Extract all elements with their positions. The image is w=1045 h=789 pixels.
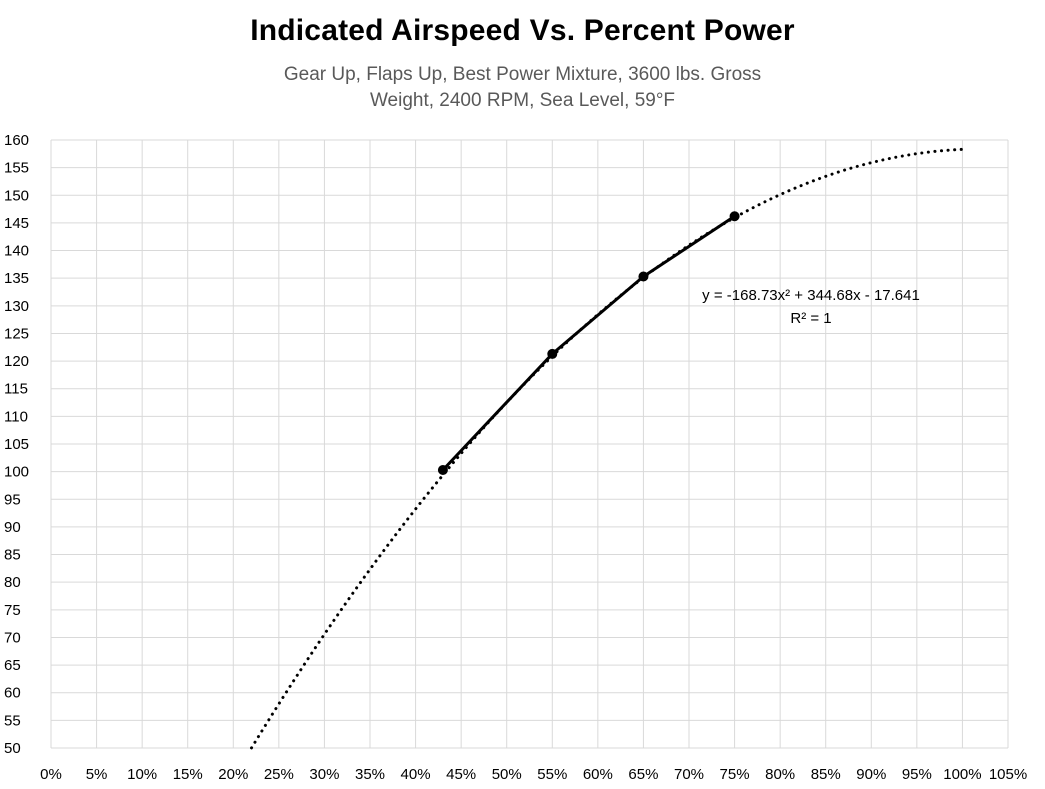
x-tick-label: 35%	[355, 766, 385, 783]
chart-subtitle-line-1: Gear Up, Flaps Up, Best Power Mixture, 3…	[283, 64, 762, 85]
y-tick-label: 85	[4, 547, 21, 564]
x-tick-label: 30%	[309, 766, 339, 783]
y-tick-label: 125	[4, 325, 29, 342]
y-tick-label: 115	[4, 381, 28, 398]
x-tick-label: 75%	[720, 766, 750, 783]
y-tick-label: 160	[4, 132, 29, 149]
y-tick-label: 80	[4, 574, 21, 591]
y-tick-label: 90	[4, 519, 21, 536]
y-tick-label: 145	[4, 215, 29, 232]
x-tick-label: 10%	[127, 766, 157, 783]
x-tick-label: 105%	[989, 766, 1027, 783]
x-tick-label: 45%	[446, 766, 476, 783]
series-layer	[437, 211, 740, 475]
y-tick-label: 50	[4, 740, 21, 757]
x-tick-label: 25%	[264, 766, 294, 783]
x-tick-label: 5%	[86, 766, 108, 783]
x-tick-label: 55%	[537, 766, 567, 783]
y-tick-label: 120	[4, 353, 29, 370]
y-tick-label: 135	[4, 270, 29, 287]
x-tick-label: 95%	[902, 766, 932, 783]
y-tick-label: 55	[4, 712, 21, 729]
y-tick-label: 155	[4, 160, 29, 177]
trendline-r-squared: R² = 1	[790, 310, 831, 327]
y-tick-label: 110	[4, 408, 28, 425]
y-tick-label: 75	[4, 602, 21, 619]
axis-layer: 0% 5% 10% 15% 20% 25% 30% 35% 40% 45% 50% 55% 60% 65%…	[4, 132, 1027, 783]
y-tick-label: 95	[4, 491, 21, 508]
x-tick-label: 50%	[492, 766, 522, 783]
x-tick-label: 85%	[811, 766, 841, 783]
data-point	[638, 271, 649, 282]
y-tick-label: 150	[4, 187, 29, 204]
x-tick-label: 0%	[40, 766, 62, 783]
x-tick-label: 40%	[401, 766, 431, 783]
data-point	[437, 464, 448, 475]
annotation-layer: y = -168.73x² + 344.68x - 17.641 R² = 1	[702, 287, 920, 327]
y-tick-label: 105	[4, 436, 29, 453]
y-tick-label: 60	[4, 685, 21, 702]
chart-title: Indicated Airspeed Vs. Percent Power	[250, 14, 795, 47]
trendline-layer	[250, 147, 964, 750]
y-tick-label: 100	[4, 464, 29, 481]
y-tick-label: 130	[4, 298, 29, 315]
x-tick-label: 80%	[765, 766, 795, 783]
data-point	[729, 211, 740, 222]
x-tick-label: 90%	[856, 766, 886, 783]
x-tick-label: 60%	[583, 766, 613, 783]
y-tick-label: 70	[4, 629, 21, 646]
x-tick-label: 70%	[674, 766, 704, 783]
y-tick-label: 140	[4, 243, 29, 260]
data-point	[547, 348, 558, 359]
y-tick-label: 65	[4, 657, 21, 674]
x-tick-label: 15%	[173, 766, 203, 783]
chart-subtitle: Gear Up, Flaps Up, Best Power Mixture, 3…	[0, 62, 1045, 114]
trendline	[250, 147, 964, 750]
x-tick-label: 20%	[218, 766, 248, 783]
x-tick-label: 65%	[628, 766, 658, 783]
trendline-equation: y = -168.73x² + 344.68x - 17.641	[702, 287, 920, 304]
grid-layer	[50, 139, 1009, 749]
chart-subtitle-line-2: Weight, 2400 RPM, Sea Level, 59°F	[369, 90, 676, 111]
x-tick-label: 100%	[943, 766, 981, 783]
series-line	[441, 215, 736, 472]
